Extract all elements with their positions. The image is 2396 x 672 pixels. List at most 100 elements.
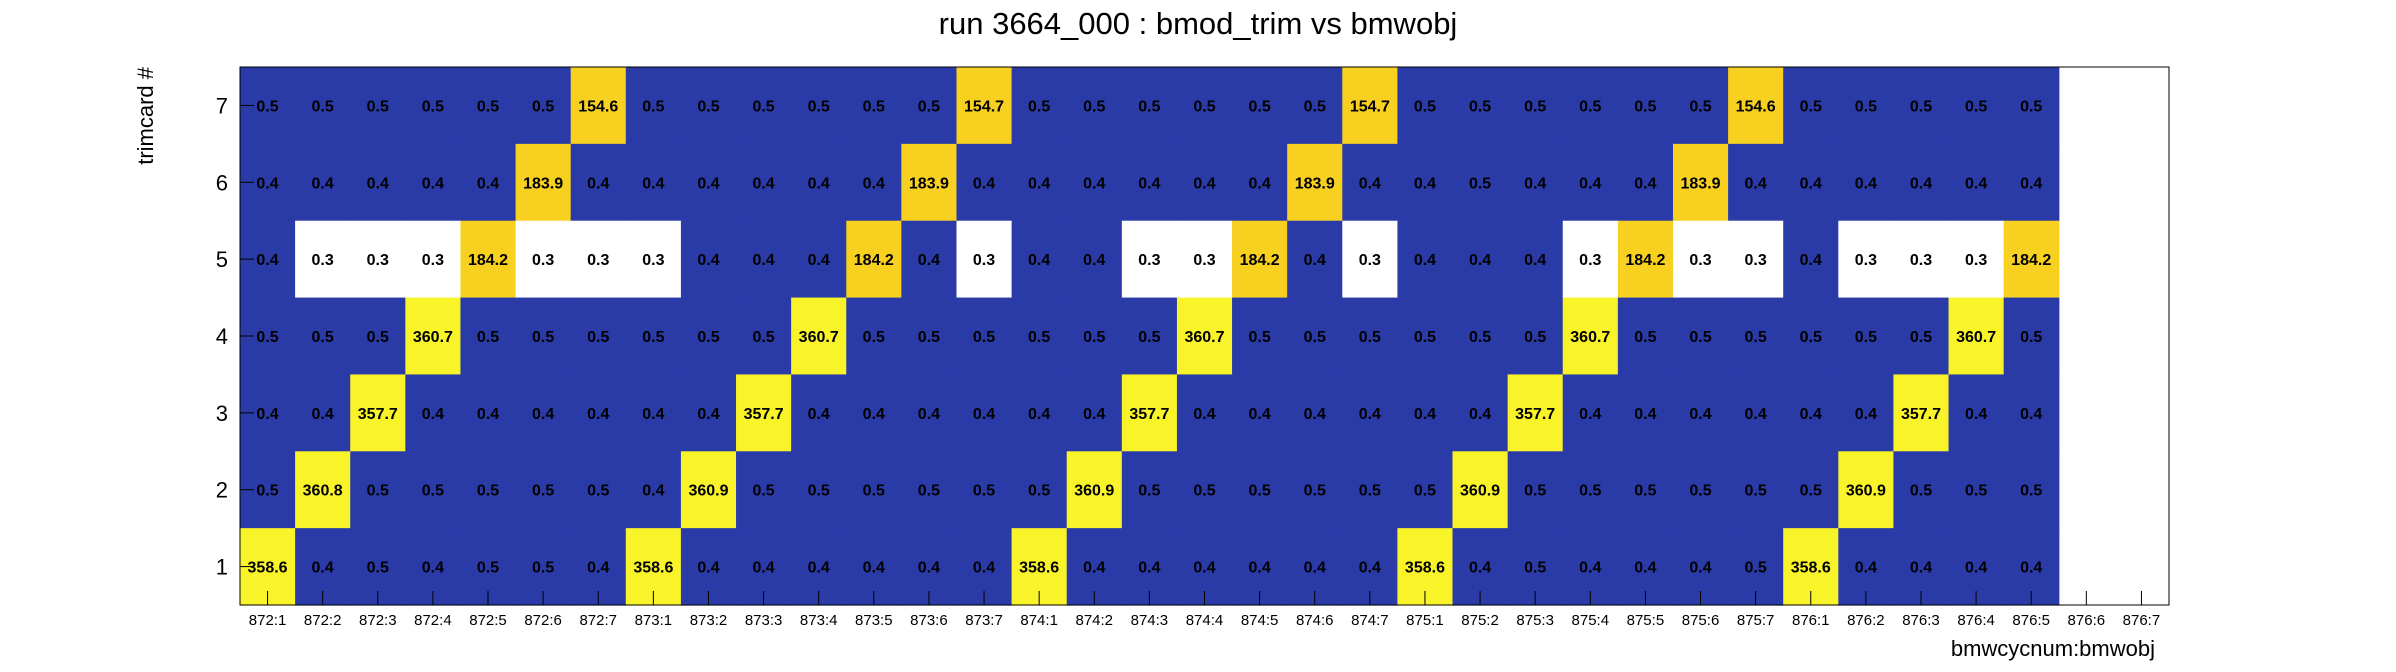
x-tick-label: 872:4	[414, 612, 452, 629]
cell-value-label: 360.7	[1956, 329, 1996, 346]
heatmap-cell	[460, 451, 517, 529]
cell-value-label: 0.4	[422, 406, 444, 423]
heatmap-cell	[1342, 451, 1398, 529]
cell-value-label: 0.4	[973, 560, 995, 577]
heatmap-cell	[1232, 67, 1288, 145]
cell-value-label: 0.5	[422, 98, 444, 115]
y-tick-label: 5	[216, 247, 228, 272]
cell-value-label: 0.5	[697, 98, 719, 115]
heatmap-cell	[350, 297, 406, 376]
cell-value-label: 0.5	[1689, 483, 1711, 500]
x-tick-label: 874:1	[1020, 612, 1058, 629]
x-tick-label: 875:3	[1516, 612, 1554, 629]
heatmap-cell	[846, 220, 902, 299]
cell-value-label: 0.4	[1469, 406, 1491, 423]
heatmap-cell	[570, 143, 627, 222]
cell-value-label: 0.4	[642, 175, 664, 192]
heatmap-cell	[2003, 451, 2060, 529]
cell-value-label: 0.5	[808, 483, 830, 500]
cell-value-label: 0.5	[752, 98, 774, 115]
heatmap-cell	[1728, 143, 1784, 222]
heatmap-cell	[901, 220, 958, 299]
heatmap-cell	[1617, 297, 1674, 376]
cell-value-label: 0.5	[863, 329, 885, 346]
cell-value-label: 0.5	[1083, 98, 1105, 115]
cell-value-label: 360.7	[1570, 329, 1610, 346]
cell-value-label: 0.5	[918, 329, 940, 346]
x-tick-label: 873:3	[745, 612, 783, 629]
heatmap-cell	[1893, 67, 1950, 145]
cell-value-label: 0.4	[1800, 406, 1822, 423]
cell-value-label: 0.5	[808, 98, 830, 115]
cell-value-label: 0.4	[697, 406, 719, 423]
heatmap-cell	[1728, 451, 1784, 529]
cell-value-label: 0.5	[1579, 98, 1601, 115]
x-tick-label: 876:3	[1902, 612, 1940, 629]
heatmap-cell	[1066, 451, 1123, 529]
y-tick-label: 4	[216, 324, 228, 349]
x-tick-label: 875:7	[1737, 612, 1775, 629]
heatmap-cell	[1672, 67, 1729, 145]
heatmap-cell	[1011, 143, 1068, 222]
heatmap-cell	[1838, 374, 1895, 452]
heatmap-cell	[1507, 374, 1564, 452]
heatmap-cell	[350, 67, 406, 145]
cell-value-label: 0.5	[587, 483, 609, 500]
y-axis-label: trimcard #	[133, 66, 158, 165]
cell-value-label: 0.4	[587, 560, 609, 577]
cell-value-label: 184.2	[1625, 252, 1665, 269]
cell-value-label: 0.4	[918, 406, 940, 423]
heatmap-cell	[1838, 67, 1895, 145]
heatmap-cell	[2003, 297, 2060, 376]
heatmap-cell	[1948, 451, 2005, 529]
y-axis: 1 2 3 4 5 6 7	[216, 93, 254, 580]
heatmap-cell	[1948, 67, 2005, 145]
cell-value-label: 0.4	[752, 560, 774, 577]
cell-value-label: 0.5	[1965, 483, 1987, 500]
heatmap-cell	[625, 220, 682, 299]
heatmap-cell	[625, 297, 682, 376]
heatmap-cell	[846, 451, 902, 529]
cell-value-label: 0.3	[1138, 252, 1160, 269]
cell-value-label: 0.5	[697, 329, 719, 346]
heatmap-cell	[295, 67, 351, 145]
cell-value-label: 0.3	[1855, 252, 1877, 269]
cell-value-label: 0.4	[1359, 406, 1381, 423]
heatmap-cell	[680, 374, 737, 452]
cell-value-label: 0.5	[367, 483, 389, 500]
heatmap-cell	[1232, 297, 1288, 376]
cell-value-label: 0.4	[863, 406, 885, 423]
heatmap-cell	[350, 451, 406, 529]
cell-value-label: 0.4	[587, 406, 609, 423]
y-tick-label: 1	[216, 555, 228, 580]
cell-value-label: 0.3	[973, 252, 995, 269]
x-tick-label: 876:5	[2012, 612, 2050, 629]
cell-value-label: 357.7	[358, 406, 398, 423]
cell-value-label: 0.5	[1028, 483, 1050, 500]
x-tick-label: 875:5	[1627, 612, 1665, 629]
x-tick-label: 872:7	[579, 612, 617, 629]
heatmap-cell	[1783, 451, 1839, 529]
cell-value-label: 0.3	[532, 252, 554, 269]
heatmap-cell	[1452, 67, 1509, 145]
cell-value-label: 0.3	[1745, 252, 1767, 269]
heatmap-cell	[1397, 374, 1454, 452]
cell-value-label: 0.5	[532, 329, 554, 346]
heatmap-cell	[1893, 451, 1950, 529]
y-tick-label: 3	[216, 401, 228, 426]
cell-value-label: 0.4	[1800, 175, 1822, 192]
heatmap-cell	[1948, 220, 2005, 299]
cell-value-label: 0.5	[477, 483, 499, 500]
cell-value-label: 0.5	[2020, 483, 2042, 500]
cell-value-label: 0.4	[256, 252, 278, 269]
cell-value-label: 0.5	[1414, 483, 1436, 500]
cell-value-label: 0.4	[1304, 560, 1326, 577]
cell-value-label: 0.5	[752, 483, 774, 500]
heatmap-cell	[1838, 451, 1895, 529]
cell-value-label: 360.7	[413, 329, 453, 346]
heatmap-cell	[1342, 220, 1398, 299]
cell-value-label: 0.5	[1414, 98, 1436, 115]
cell-value-label: 0.4	[1359, 560, 1381, 577]
cell-value-label: 0.4	[2020, 560, 2042, 577]
cell-value-label: 0.4	[1579, 406, 1601, 423]
